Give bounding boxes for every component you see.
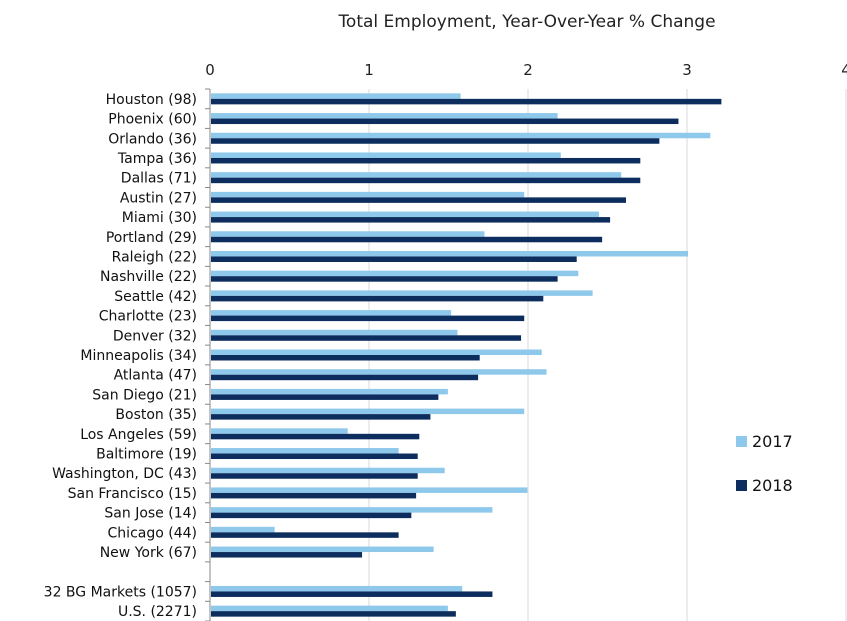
bar-2018 [211, 414, 431, 420]
bar-2018 [211, 512, 412, 519]
category-label: Tampa (36) [117, 151, 197, 167]
bar-2017 [211, 585, 463, 592]
bar-2017 [211, 526, 275, 533]
bar-2017 [211, 408, 525, 415]
bar-2018 [211, 138, 660, 144]
bar-2018 [211, 295, 544, 302]
category-label: Denver (32) [113, 328, 197, 344]
bar-2017 [211, 191, 525, 198]
category-label: Baltimore (19) [96, 447, 197, 463]
bar-2018 [211, 374, 479, 381]
category-label: Phoenix (60) [108, 112, 197, 128]
x-axis-ticks: 0 1 2 3 4 [205, 61, 847, 79]
bar-2017 [211, 349, 542, 355]
bars [211, 93, 722, 617]
bar-2018 [211, 118, 679, 125]
bar-2017 [211, 250, 688, 257]
bar-2018 [211, 473, 418, 479]
x-tick-label-1: 1 [364, 61, 374, 79]
x-tick-label-4: 4 [841, 61, 847, 79]
bar-2018 [211, 256, 577, 262]
category-label: 32 BG Markets (1057) [44, 584, 197, 600]
bar-2017 [211, 329, 458, 336]
bar-2017 [211, 211, 599, 218]
bar-2017 [211, 290, 593, 296]
bar-2018 [211, 276, 558, 282]
category-label: Seattle (42) [114, 289, 197, 305]
bar-2017 [211, 388, 448, 395]
bar-2017 [211, 546, 434, 553]
category-label: Chicago (44) [108, 525, 197, 541]
bar-2017 [211, 93, 461, 99]
category-label: Nashville (22) [100, 269, 197, 285]
bar-2017 [211, 467, 445, 474]
bar-2017 [211, 428, 348, 434]
category-label: Atlanta (47) [114, 368, 197, 384]
bar-2018 [211, 453, 418, 460]
legend-label-2018: 2018 [752, 476, 793, 495]
x-tick-label-0: 0 [205, 61, 215, 79]
x-tick-label-2: 2 [523, 61, 533, 79]
y-axis [205, 88, 211, 621]
bar-2017 [211, 507, 493, 513]
bar-2017 [211, 132, 711, 139]
category-label: Boston (35) [115, 407, 197, 423]
category-label: Houston (98) [106, 92, 197, 108]
category-label: Raleigh (22) [112, 249, 197, 265]
category-label: New York (67) [100, 545, 197, 561]
category-label: Orlando (36) [108, 131, 197, 147]
bar-2017 [211, 605, 448, 612]
category-label: San Francisco (15) [68, 486, 197, 502]
bar-2018 [211, 552, 363, 558]
bar-2018 [211, 217, 611, 223]
bar-2018 [211, 335, 522, 341]
category-label: Washington, DC (43) [52, 466, 197, 482]
bar-2017 [211, 152, 561, 158]
bar-2018 [211, 394, 439, 400]
category-label: Austin (27) [120, 190, 197, 206]
bar-2018 [211, 433, 420, 440]
bar-2018 [211, 611, 456, 617]
bar-2018 [211, 355, 480, 361]
bar-2017 [211, 113, 558, 119]
category-labels: Houston (98) Phoenix (60) Orlando (36) Tamp… [44, 92, 197, 620]
category-label: Miami (30) [122, 210, 197, 226]
bar-2017 [211, 369, 547, 375]
bar-2017 [211, 448, 399, 454]
category-label: U.S. (2271) [118, 604, 197, 620]
bar-2018 [211, 197, 626, 203]
chart-title: Total Employment, Year-Over-Year % Chang… [337, 12, 715, 32]
category-label: Minneapolis (34) [80, 348, 197, 364]
bar-2017 [211, 231, 485, 237]
bar-2017 [211, 487, 528, 493]
bar-2017 [211, 270, 579, 277]
bar-2017 [211, 310, 452, 316]
x-tick-label-3: 3 [682, 61, 692, 79]
bar-2018 [211, 98, 722, 105]
category-label: San Diego (21) [92, 387, 197, 403]
bar-2018 [211, 591, 493, 597]
bar-2018 [211, 177, 641, 184]
bar-2018 [211, 532, 399, 538]
bar-2018 [211, 236, 603, 243]
category-label: Portland (29) [106, 230, 197, 246]
legend: 2017 2018 [736, 432, 793, 495]
category-label: San Jose (14) [104, 506, 197, 522]
category-label: Los Angeles (59) [80, 427, 197, 443]
legend-swatch-2017 [736, 436, 747, 447]
category-label: Dallas (71) [121, 171, 197, 187]
legend-swatch-2018 [736, 480, 747, 491]
category-label: Charlotte (23) [99, 309, 197, 325]
bar-2018 [211, 492, 417, 499]
bar-2018 [211, 157, 641, 164]
legend-label-2017: 2017 [752, 432, 793, 451]
bar-2018 [211, 315, 525, 322]
bar-2017 [211, 172, 622, 178]
